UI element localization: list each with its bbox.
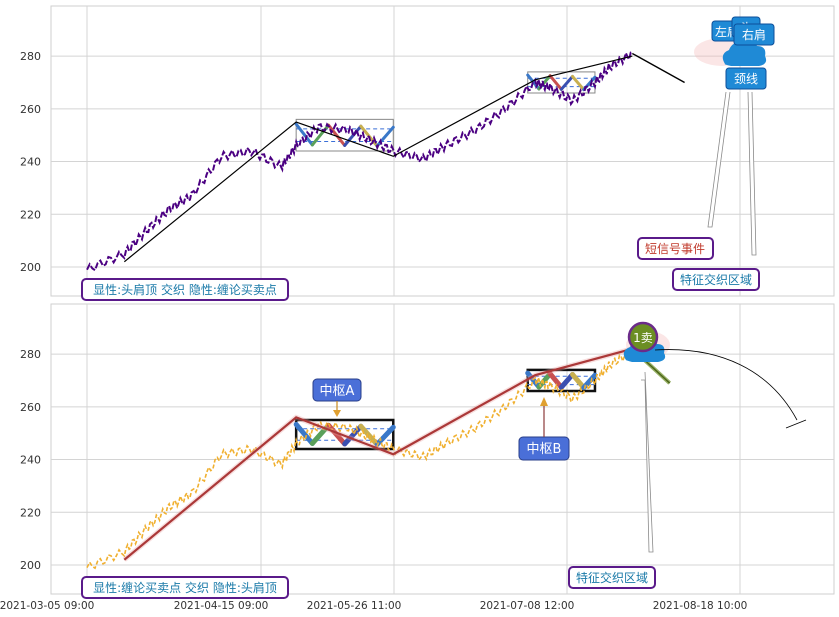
y-tick-label: 240 bbox=[20, 454, 41, 467]
bottom-annotation-layer: 1卖 中枢A 中枢B 特征交织区域 显性:缠论买卖点 交织 隐性:头肩顶 bbox=[81, 321, 807, 599]
pivot-a-label: 中枢A bbox=[320, 384, 355, 399]
pivot-b-label: 中枢B bbox=[527, 442, 562, 457]
exit-arc bbox=[654, 349, 798, 421]
neckline-line bbox=[631, 52, 685, 84]
y-tick-label: 220 bbox=[20, 208, 41, 221]
pivot-segment bbox=[293, 421, 315, 446]
stroke-line bbox=[123, 55, 633, 263]
pivot-segment bbox=[570, 371, 587, 391]
short-signal-event-box bbox=[637, 237, 714, 260]
bottom-feature-region-label: 特征交织区域 bbox=[576, 570, 648, 585]
arrow-right-shoulder-to-region bbox=[747, 91, 757, 256]
pivot-a-arrowhead bbox=[333, 410, 341, 417]
pivot-segment bbox=[342, 423, 364, 447]
stroke-line-glow bbox=[122, 346, 633, 562]
x-tick-label: 2021-07-08 12:00 bbox=[480, 600, 575, 612]
y-tick-label: 280 bbox=[20, 50, 41, 63]
pivot-segment bbox=[374, 424, 396, 447]
y-tick-label: 200 bbox=[20, 261, 41, 274]
top-pattern-tag: 显性:头肩顶 交织 隐性:缠论买卖点 bbox=[93, 282, 277, 297]
pivot-b-arrowhead bbox=[540, 397, 548, 406]
y-tick-label: 200 bbox=[20, 559, 41, 572]
pivot-segment bbox=[548, 74, 563, 91]
top-feature-region-box bbox=[672, 268, 760, 291]
sell-point-marker bbox=[627, 321, 659, 353]
x-tick-label: 2021-05-26 11:00 bbox=[307, 600, 402, 612]
bottom-pattern-tag-box bbox=[81, 576, 289, 599]
price-series-line bbox=[86, 49, 633, 272]
top-annotation-layer: 左肩 头 右肩 颈线 短信号事件 特征交织区域 显性:头肩顶 交织 隐性:缠论买… bbox=[81, 16, 775, 301]
x-tick-label: 2021-08-18 10:00 bbox=[653, 600, 748, 612]
pivot-zone-box bbox=[295, 118, 394, 152]
pivot-segment bbox=[343, 124, 363, 147]
top-feature-region-label: 特征交织区域 bbox=[680, 272, 752, 287]
x-tick-label: 2021-04-15 09:00 bbox=[174, 600, 269, 612]
pivot-zone-box bbox=[294, 418, 395, 451]
price-series-line bbox=[86, 348, 633, 570]
right-shoulder-label: 右肩 bbox=[742, 27, 766, 42]
x-tick-label: 2021-03-05 09:00 bbox=[0, 600, 94, 612]
pivot-segment bbox=[571, 74, 586, 92]
y-tick-label: 260 bbox=[20, 401, 41, 414]
pivot-segment bbox=[294, 122, 314, 147]
neckline-label: 颈线 bbox=[734, 72, 758, 86]
y-tick-label: 260 bbox=[20, 103, 41, 116]
y-tick-label: 280 bbox=[20, 348, 41, 361]
axis-labels: 200 220 240 260 280 200 220 240 260 280 2021-03-05… bbox=[0, 50, 747, 612]
pivot-segment bbox=[558, 371, 576, 390]
short-signal-event-label: 短信号事件 bbox=[645, 242, 705, 256]
arrow-sell-to-region bbox=[641, 371, 654, 553]
arrow-left-shoulder-to-event bbox=[707, 91, 731, 228]
top-pattern-tag-box bbox=[81, 278, 289, 301]
pivot-segment bbox=[559, 74, 575, 91]
right-shoulder-label-box bbox=[733, 23, 775, 46]
y-tick-label: 240 bbox=[20, 156, 41, 169]
pivot-segment bbox=[327, 123, 347, 147]
cloud-icon bbox=[722, 41, 767, 66]
pivot-segment bbox=[547, 371, 564, 390]
sell-point-label: 1卖 bbox=[633, 331, 653, 345]
bottom-plot-area bbox=[50, 303, 835, 595]
bottom-feature-region-box bbox=[568, 566, 656, 589]
stroke-line bbox=[123, 347, 633, 561]
price-layer bbox=[86, 49, 633, 570]
bottom-pattern-tag: 显性:缠论买卖点 交织 隐性:头肩顶 bbox=[93, 580, 277, 595]
neckline-label-box bbox=[725, 67, 767, 90]
y-tick-label: 220 bbox=[20, 506, 41, 519]
pivot-segment bbox=[326, 422, 348, 447]
exit-arc-end-tick bbox=[785, 419, 807, 429]
